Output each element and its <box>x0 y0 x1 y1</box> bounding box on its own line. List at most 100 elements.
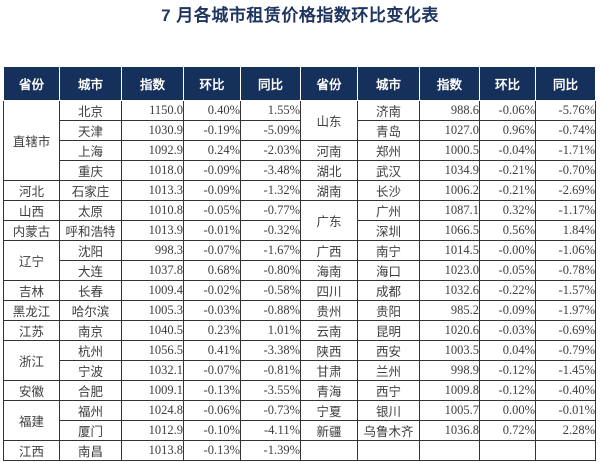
city-cell: 济南 <box>357 100 420 121</box>
yoy-cell: -0.74% <box>535 120 596 141</box>
city-cell: 天津 <box>59 120 122 141</box>
table-body: 直辖市 北京 1150.0 0.40% 1.55% 山东 济南 988.6 -0.06% -5.7… <box>3 100 596 461</box>
table-row: 安徽 合肥 1009.1 -0.13% -3.55% 青海 西宁 1009.8 -0.12% -0… <box>3 380 596 401</box>
yoy-cell: -1.97% <box>535 300 596 321</box>
mom-cell: -0.12% <box>479 380 536 401</box>
index-cell: 1010.8 <box>121 200 184 221</box>
city-cell: 深圳 <box>357 220 420 241</box>
province-cell: 山西 <box>3 200 60 221</box>
yoy-cell: 1.84% <box>535 220 596 241</box>
province-cell: 四川 <box>300 280 358 301</box>
province-cell: 青海 <box>300 380 358 401</box>
yoy-cell: -1.71% <box>535 140 596 161</box>
province-cell: 江西 <box>3 440 60 461</box>
city-cell: 西安 <box>357 340 420 361</box>
province-cell: 福建 <box>3 400 60 441</box>
province-cell: 新疆 <box>300 420 358 441</box>
table-row: 浙江 杭州 1056.5 0.41% -3.38% 陕西 西安 1003.5 0.04% -0.7… <box>3 340 596 381</box>
index-cell: 1150.0 <box>121 100 184 121</box>
city-cell: 成都 <box>357 280 420 301</box>
province-cell: 直辖市 <box>3 100 60 181</box>
city-cell: 大连 <box>59 260 122 281</box>
index-cell: 1009.4 <box>121 280 184 301</box>
city-cell: 呼和浩特 <box>59 220 122 241</box>
yoy-cell: 2.28% <box>535 420 596 441</box>
city-cell: 贵阳 <box>357 300 420 321</box>
province-cell: 贵州 <box>300 300 358 321</box>
yoy-cell: -3.38% <box>240 340 301 361</box>
yoy-cell: -0.79% <box>535 340 596 361</box>
city-cell: 郑州 <box>357 140 420 161</box>
header-mom-right: 环比 <box>479 66 536 101</box>
yoy-cell: -5.09% <box>240 120 301 141</box>
mom-cell <box>479 440 536 461</box>
yoy-cell: -0.69% <box>535 320 596 341</box>
index-cell: 998.9 <box>419 360 480 381</box>
city-cell: 杭州 <box>59 340 122 361</box>
header-yoy-left: 同比 <box>240 66 301 101</box>
city-cell: 北京 <box>59 100 122 121</box>
mom-cell: 0.04% <box>479 340 536 361</box>
index-cell: 1013.8 <box>121 440 184 461</box>
city-cell: 石家庄 <box>59 180 122 201</box>
yoy-cell: -0.80% <box>240 260 301 281</box>
yoy-cell: 1.55% <box>240 100 301 121</box>
city-cell: 昆明 <box>357 320 420 341</box>
mom-cell: -0.13% <box>183 380 241 401</box>
city-cell: 上海 <box>59 140 122 161</box>
yoy-cell: -1.45% <box>535 360 596 381</box>
index-cell: 1034.9 <box>419 160 480 181</box>
city-cell: 乌鲁木齐 <box>357 420 420 441</box>
index-cell: 1009.1 <box>121 380 184 401</box>
table-row: 内蒙古 呼和浩特 1013.9 -0.01% -0.32% 深圳 1066.5 0.56% 1.… <box>3 220 596 241</box>
mom-cell: -0.19% <box>183 120 241 141</box>
table-row: 吉林 长春 1009.4 -0.02% -0.58% 四川 成都 1032.6 -0.22% -1… <box>3 280 596 301</box>
index-cell: 1066.5 <box>419 220 480 241</box>
mom-cell: -0.07% <box>183 360 241 381</box>
index-cell: 1014.5 <box>419 240 480 261</box>
index-cell: 1005.7 <box>419 400 480 421</box>
yoy-cell: -1.17% <box>535 200 596 221</box>
mom-cell: 0.00% <box>479 400 536 421</box>
city-cell: 银川 <box>357 400 420 421</box>
city-cell: 太原 <box>59 200 122 221</box>
table-row: 江苏 南京 1040.5 0.23% 1.01% 云南 昆明 1020.6 -0.03% -0.6… <box>3 320 596 341</box>
province-cell: 湖北 <box>300 160 358 181</box>
mom-cell: 0.96% <box>479 120 536 141</box>
city-cell: 青岛 <box>357 120 420 141</box>
province-cell <box>300 440 358 461</box>
mom-cell: -0.10% <box>183 420 241 441</box>
index-cell: 1003.5 <box>419 340 480 361</box>
index-cell: 1032.1 <box>121 360 184 381</box>
table-row: 福建 福州 1024.8 -0.06% -0.73% 宁夏 银川 1005.7 0.00% -0.… <box>3 400 596 441</box>
yoy-cell <box>535 440 596 461</box>
yoy-cell: -5.76% <box>535 100 596 121</box>
city-cell <box>357 440 420 461</box>
table-row: 辽宁 沈阳 998.3 -0.07% -1.67% 广西 南宁 1014.5 -0.00% -1.… <box>3 240 596 281</box>
index-cell: 1040.5 <box>121 320 184 341</box>
header-yoy-right: 同比 <box>535 66 596 101</box>
index-cell: 1056.5 <box>121 340 184 361</box>
yoy-cell: -2.69% <box>535 180 596 201</box>
mom-cell: 0.32% <box>479 200 536 221</box>
mom-cell: 0.68% <box>183 260 241 281</box>
province-cell: 宁夏 <box>300 400 358 421</box>
mom-cell: 0.41% <box>183 340 241 361</box>
index-cell: 1018.0 <box>121 160 184 181</box>
mom-cell: -0.07% <box>183 240 241 261</box>
index-cell: 1092.9 <box>121 140 184 161</box>
table-row: 山西 太原 1010.8 -0.05% -0.77% 广东 广州 1087.1 0.32% -1.… <box>3 200 596 241</box>
city-cell: 哈尔滨 <box>59 300 122 321</box>
index-cell: 1037.8 <box>121 260 184 281</box>
mom-cell: -0.06% <box>183 400 241 421</box>
city-cell: 福州 <box>59 400 122 421</box>
province-cell: 广西 <box>300 240 358 261</box>
city-cell: 重庆 <box>59 160 122 181</box>
yoy-cell: -4.11% <box>240 420 301 441</box>
mom-cell: 0.72% <box>479 420 536 441</box>
yoy-cell: -0.40% <box>535 380 596 401</box>
index-cell: 1013.9 <box>121 220 184 241</box>
mom-cell: -0.09% <box>479 300 536 321</box>
table-header: 省份 城市 指数 环比 同比 省份 城市 指数 环比 同比 <box>3 66 596 101</box>
table-header-row: 省份 城市 指数 环比 同比 省份 城市 指数 环比 同比 <box>3 66 596 101</box>
